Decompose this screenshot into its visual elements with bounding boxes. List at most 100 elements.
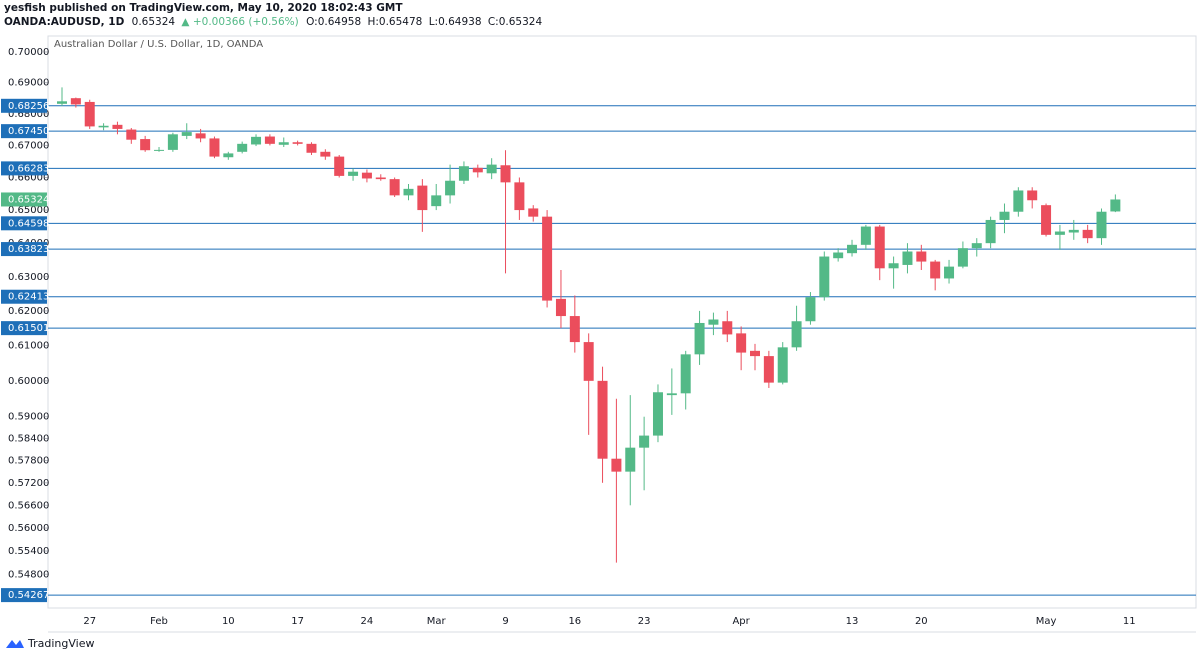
candle-body: [1082, 229, 1093, 239]
candle-body: [569, 316, 580, 343]
y-tick-label: 0.67000: [8, 140, 49, 151]
candle-body: [458, 166, 469, 181]
x-tick-label: 23: [638, 616, 651, 627]
level-label: 0.54267: [8, 590, 49, 601]
x-tick-label: 9: [502, 616, 508, 627]
candle-body: [181, 132, 192, 136]
level-label-box: [1, 124, 47, 139]
candle-body: [431, 195, 442, 207]
candle-body: [611, 458, 622, 472]
candle-body: [472, 167, 483, 173]
y-tick-label: 0.66000: [8, 173, 49, 184]
candle-body: [736, 333, 747, 353]
x-tick-label: May: [1036, 616, 1057, 627]
y-tick-label: 0.59000: [8, 412, 49, 423]
candle-body: [708, 319, 719, 325]
candle-body: [985, 219, 996, 244]
candle-body: [140, 139, 151, 151]
candle-body: [57, 101, 67, 104]
candle-body: [375, 177, 386, 180]
candle-body: [1096, 211, 1107, 239]
level-label-box: [1, 242, 47, 257]
candle-body: [84, 101, 95, 127]
y-tick-label: 0.69000: [8, 78, 49, 89]
candle-body: [126, 129, 137, 140]
candle-body: [320, 151, 331, 157]
low: L:0.64938: [429, 16, 482, 28]
y-tick-label: 0.70000: [8, 47, 49, 58]
y-tick-label: 0.58400: [8, 434, 49, 445]
level-label: 0.61501: [8, 323, 49, 334]
x-tick-label: 27: [83, 616, 96, 627]
candle-body: [1068, 229, 1079, 233]
x-tick-label: 13: [846, 616, 859, 627]
candle-body: [888, 263, 899, 269]
symbol: OANDA:AUDUSD, 1D: [4, 16, 125, 28]
candle-body: [597, 380, 608, 459]
candle-body: [874, 226, 885, 269]
x-tick-label: 16: [568, 616, 581, 627]
y-tick-label: 0.56600: [8, 500, 49, 511]
candle-body: [819, 256, 830, 298]
candle-body: [750, 350, 760, 357]
candle-body: [306, 143, 317, 153]
x-tick-label: 17: [291, 616, 304, 627]
y-tick-label: 0.60000: [8, 376, 49, 387]
price: 0.65324: [132, 16, 176, 28]
logo-text: TradingView: [27, 637, 94, 650]
candle-body: [916, 251, 927, 262]
candle-body: [722, 321, 733, 335]
high: H:0.65478: [367, 16, 422, 28]
x-tick-label: 20: [915, 616, 928, 627]
y-tick-label: 0.68000: [8, 109, 49, 120]
candle-body: [1041, 205, 1052, 235]
candle-body: [278, 142, 289, 145]
candle-body: [334, 156, 345, 176]
candle-body: [791, 321, 802, 348]
y-tick-label: 0.65000: [8, 205, 49, 216]
level-label-box: [1, 216, 47, 231]
candle-body: [944, 266, 955, 279]
candle-body: [514, 182, 525, 211]
candle-body: [348, 171, 359, 176]
candle-body: [1027, 190, 1038, 201]
candle-body: [70, 98, 81, 105]
candle-body: [389, 179, 400, 196]
logo-icon: [6, 640, 24, 648]
candle-body: [847, 244, 858, 254]
level-label: 0.67450: [8, 126, 49, 137]
candle-body: [361, 172, 372, 179]
y-tick-label: 0.57800: [8, 456, 49, 467]
candle-body: [237, 143, 248, 152]
candle-body: [445, 180, 456, 196]
change-arrow: ▲: [181, 16, 190, 28]
candle-body: [999, 211, 1010, 220]
x-tick-label: Mar: [427, 616, 447, 627]
candle-body: [555, 298, 566, 317]
candle-body: [167, 134, 178, 150]
x-tick-label: 11: [1123, 616, 1136, 627]
last-price-box: [1, 192, 47, 207]
level-label-box: [1, 161, 47, 176]
level-label-box: [1, 289, 47, 304]
candle-body: [98, 125, 109, 128]
candle-body: [902, 251, 913, 265]
candle-body: [860, 226, 871, 245]
candle-body: [403, 188, 414, 196]
y-tick-label: 0.61000: [8, 341, 49, 352]
level-label-box: [1, 588, 47, 603]
candle-body: [666, 393, 677, 396]
level-label: 0.68256: [8, 101, 49, 112]
candle-body: [777, 347, 788, 383]
candle-body: [971, 243, 982, 249]
level-label: 0.63823: [8, 244, 49, 255]
y-tick-label: 0.54800: [8, 569, 49, 580]
y-tick-label: 0.63000: [8, 272, 49, 283]
candle-body: [223, 153, 234, 158]
candle-body: [639, 435, 650, 448]
candle-body: [583, 342, 594, 381]
x-tick-label: 24: [361, 616, 374, 627]
candle-body: [209, 138, 220, 157]
